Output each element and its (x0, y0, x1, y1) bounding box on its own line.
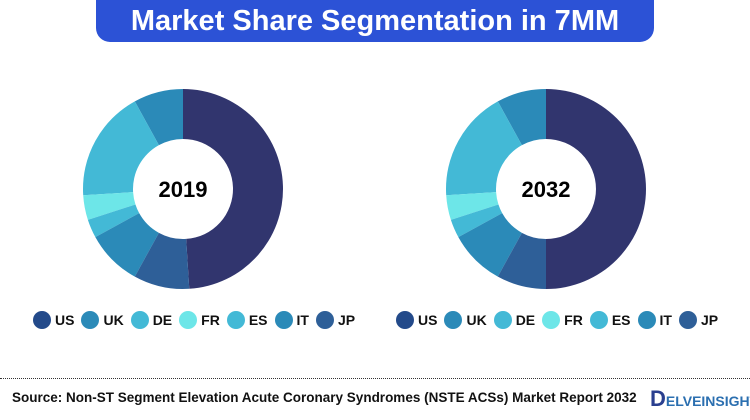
slice-uk (134, 89, 183, 146)
legend-swatch (179, 311, 198, 329)
legend-item-es: ES (226, 311, 268, 329)
legend-label: IT (659, 312, 672, 328)
legend-label: US (418, 312, 438, 328)
slice-it (458, 213, 522, 277)
legend-swatch (226, 311, 245, 329)
donut-chart-2019: 2019 (83, 89, 284, 289)
slice-es (87, 204, 140, 238)
legend-swatch (396, 311, 414, 329)
donut-chart-2032: 2032 (446, 89, 646, 289)
slice-jp (497, 232, 546, 289)
legend-label: JP (337, 312, 356, 328)
legend-swatch (33, 311, 51, 329)
legend-item-fr: FR (179, 311, 220, 329)
legend-2019: US UK DE FR ES IT JP (33, 311, 362, 329)
divider (0, 378, 750, 379)
legend-item-de: DE (130, 311, 173, 329)
legend-label: ES (248, 312, 268, 328)
legend-label: US (55, 312, 75, 328)
source-text: Source: Non-ST Segment Elevation Acute C… (12, 390, 637, 405)
legend-label: UK (103, 312, 124, 328)
legend-item-it: IT (637, 311, 672, 329)
legend-item-jp: JP (315, 311, 356, 329)
slice-jp (134, 232, 190, 289)
delveinsight-logo: DELVEINSIGHT (650, 386, 750, 411)
legend-swatch (315, 311, 334, 329)
legend-item-us: US (396, 311, 437, 329)
legend-item-de: DE (493, 311, 536, 329)
center-label: 2019 (159, 177, 208, 202)
slice-es (450, 204, 503, 238)
center-label: 2032 (522, 177, 571, 202)
legend-label: JP (700, 312, 719, 328)
legend-item-it: IT (274, 311, 309, 329)
legend-swatch (542, 311, 561, 329)
slice-us (546, 89, 646, 289)
slice-fr (446, 192, 499, 220)
legend-label: UK (466, 312, 487, 328)
page-title: Market Share Segmentation in 7MM (96, 0, 654, 42)
legend-swatch (130, 311, 149, 329)
slice-uk (497, 89, 546, 146)
slice-de (446, 101, 522, 196)
legend-swatch (81, 311, 100, 329)
legend-label: IT (296, 312, 309, 328)
legend-label: FR (564, 312, 583, 328)
legend-swatch (678, 311, 697, 329)
slice-it (95, 213, 159, 277)
legend-label: ES (611, 312, 631, 328)
legend-label: FR (201, 312, 220, 328)
slice-de (83, 101, 159, 196)
legend-item-uk: UK (444, 311, 487, 329)
legend-swatch (274, 311, 293, 329)
legend-2032: US UK DE FR ES IT JP (396, 311, 725, 329)
legend-item-us: US (33, 311, 74, 329)
legend-swatch (589, 311, 608, 329)
legend-item-fr: FR (542, 311, 583, 329)
slice-us (183, 89, 284, 289)
legend-item-es: ES (589, 311, 631, 329)
legend-label: DE (152, 312, 173, 328)
legend-item-uk: UK (81, 311, 124, 329)
legend-swatch (444, 311, 463, 329)
legend-item-jp: JP (678, 311, 719, 329)
legend-swatch (493, 311, 512, 329)
legend-label: DE (515, 312, 536, 328)
legend-swatch (637, 311, 656, 329)
slice-fr (83, 192, 136, 220)
